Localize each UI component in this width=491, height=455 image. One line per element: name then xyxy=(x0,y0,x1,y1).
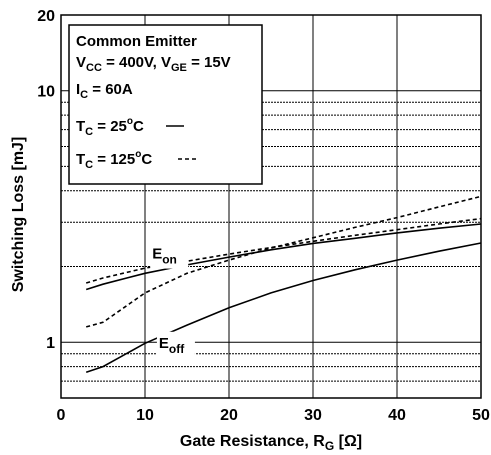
legend-entry-label: TC = 125oC xyxy=(76,149,152,171)
x-tick-label: 40 xyxy=(388,407,406,424)
legend-entry-label: TC = 25oC xyxy=(76,116,144,138)
x-tick-label: 30 xyxy=(304,407,322,424)
x-tick-label: 20 xyxy=(220,407,238,424)
plot-area-frame xyxy=(60,14,482,399)
annotation-eoff: Eoff xyxy=(159,335,185,356)
x-tick-label: 0 xyxy=(57,407,66,424)
annotation-bg xyxy=(156,331,195,358)
x-tick-label: 10 xyxy=(136,407,154,424)
tick-labels: 0 10 20 30 40 50 1 10 20 xyxy=(37,8,490,424)
annotation-eon: Eon xyxy=(152,246,177,267)
series-eon-125c xyxy=(85,217,482,284)
y-axis-title: Switching Loss [mJ] xyxy=(10,137,27,293)
legend: Common Emitter VCC​ = 400V, VGE​ = 15V I… xyxy=(68,24,263,185)
y-tick-label: 20 xyxy=(37,8,55,25)
legend-title: Common Emitter xyxy=(76,33,197,50)
series-eoff-25c xyxy=(85,242,482,373)
annotation-bg xyxy=(150,242,189,269)
series-eon-25c xyxy=(85,223,482,291)
series-layer xyxy=(85,195,482,373)
legend-entries: TC = 25oC TC = 125oC xyxy=(76,116,196,171)
x-axis-title: Gate Resistance, RG [Ω] xyxy=(180,433,362,453)
legend-conditions-current: IC​ = 60A xyxy=(76,81,133,101)
annotations: Eon Eoff xyxy=(150,242,195,358)
series-eoff-125c xyxy=(85,195,482,328)
y-tick-label: 1 xyxy=(46,335,55,352)
legend-box xyxy=(68,24,263,185)
y-tick-label: 10 xyxy=(37,84,55,101)
x-tick-label: 50 xyxy=(472,407,490,424)
legend-conditions-voltage: VCC​ = 400V, VGE​ = 15V xyxy=(76,54,231,74)
